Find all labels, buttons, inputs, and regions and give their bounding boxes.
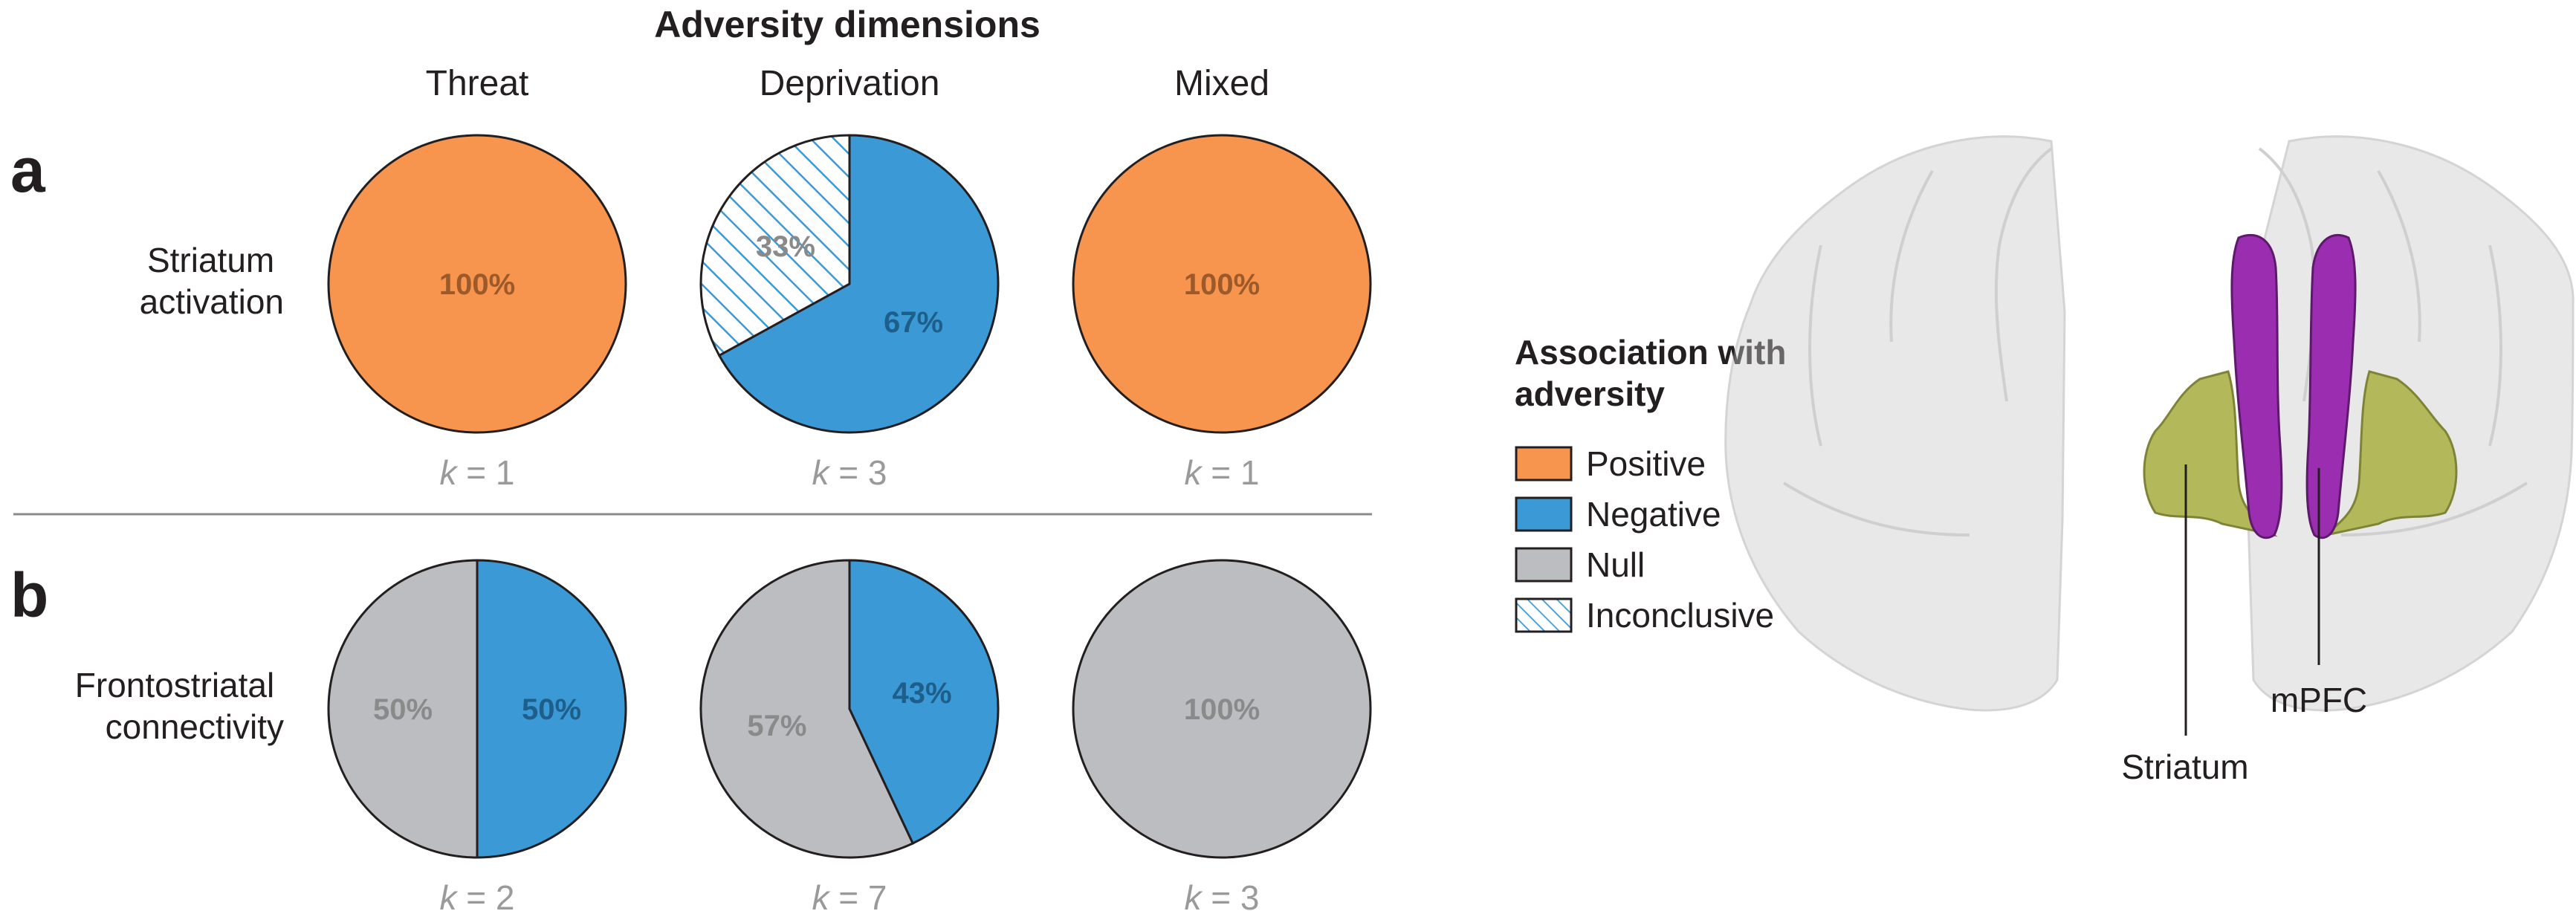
row-label-frontostriatal-connectivity: Frontostriatal connectivity (75, 666, 284, 746)
brain-outline (1724, 135, 2575, 712)
pie-slice-label: 50% (522, 693, 581, 726)
legend-label-negative: Negative (1586, 495, 1721, 534)
pie-slice-label: 100% (1184, 268, 1260, 301)
pie-a-deprivation: 67% 33% k = 3 (699, 134, 1000, 492)
pie-slice-negative (476, 559, 627, 859)
panel-letter-a: a (10, 135, 46, 205)
pie-slice-negative (717, 134, 1000, 434)
panel-letter-b: b (10, 560, 48, 630)
striatum-label: Striatum (2121, 748, 2248, 786)
pie-k-label: k = 2 (439, 878, 514, 911)
brain-illustration: Striatum mPFC (1724, 135, 2575, 786)
mpfc-right (2305, 233, 2357, 539)
pie-a-threat: 100% k = 1 (327, 134, 627, 492)
row-label-b-line1: Frontostriatal (75, 666, 274, 704)
legend-title-line1: Association with (1515, 333, 1786, 372)
row-label-b-line2: connectivity (106, 707, 284, 746)
row-label-striatum-activation: Striatum activation (140, 241, 284, 321)
pie-slice-label: 33% (756, 230, 815, 263)
pie-k-label: k = 7 (812, 878, 887, 911)
pie-k-label: k = 3 (1184, 878, 1259, 911)
legend: Association with adversity Positive Nega… (1515, 333, 1796, 635)
row-label-a-line2: activation (140, 282, 284, 321)
pie-slice-null (699, 559, 915, 859)
pie-slice-label: 100% (439, 268, 515, 301)
column-header-mixed: Mixed (1174, 64, 1269, 103)
legend-title: Association with adversity (1515, 333, 1796, 413)
pie-slice-label: 67% (884, 306, 943, 339)
pie-b-mixed: 100% k = 3 (1072, 559, 1372, 911)
mpfc-label: mPFC (2271, 681, 2367, 719)
pie-k-label: k = 1 (439, 453, 514, 492)
pie-k-label: k = 1 (1184, 453, 1259, 492)
pie-slice-label: 57% (747, 710, 806, 742)
pie-k-label: k = 3 (812, 453, 887, 492)
column-header-deprivation: Deprivation (760, 64, 940, 103)
legend-label-positive: Positive (1586, 444, 1706, 483)
pie-slice-label: 100% (1184, 693, 1260, 726)
pie-a-mixed: 100% k = 1 (1072, 134, 1372, 492)
pie-b-threat: 50% 50% k = 2 (327, 559, 627, 911)
legend-swatch-negative (1515, 496, 1573, 532)
pie-slice-positive (327, 134, 627, 434)
pie-slice-null (1072, 559, 1372, 859)
legend-swatch-positive (1515, 446, 1573, 482)
striatum-right (2323, 370, 2458, 537)
legend-label-inconclusive: Inconclusive (1586, 596, 1774, 635)
striatum-left (2143, 370, 2278, 537)
figure-title: Adversity dimensions (654, 4, 1041, 45)
legend-swatch-inconclusive (1515, 597, 1573, 633)
pie-slice-label: 43% (893, 677, 952, 710)
legend-title-line2: adversity (1515, 375, 1665, 413)
pie-slice-positive (1072, 134, 1372, 434)
mpfc-left (2230, 233, 2283, 539)
pie-b-deprivation: 43% 57% k = 7 (699, 559, 1000, 911)
legend-label-null: Null (1586, 545, 1645, 584)
pie-slice-null (327, 559, 479, 859)
column-header-threat: Threat (426, 64, 529, 103)
pie-slice-inconclusive (699, 134, 851, 357)
pie-slice-negative (848, 559, 1000, 845)
pie-slice-label: 50% (373, 693, 433, 726)
legend-swatch-null (1515, 547, 1573, 583)
pie-charts: 100% k = 1 67% 33% k = 3 100% k = 1 50% 50% k = 2… (327, 134, 1372, 911)
row-label-a-line1: Striatum (147, 241, 274, 279)
